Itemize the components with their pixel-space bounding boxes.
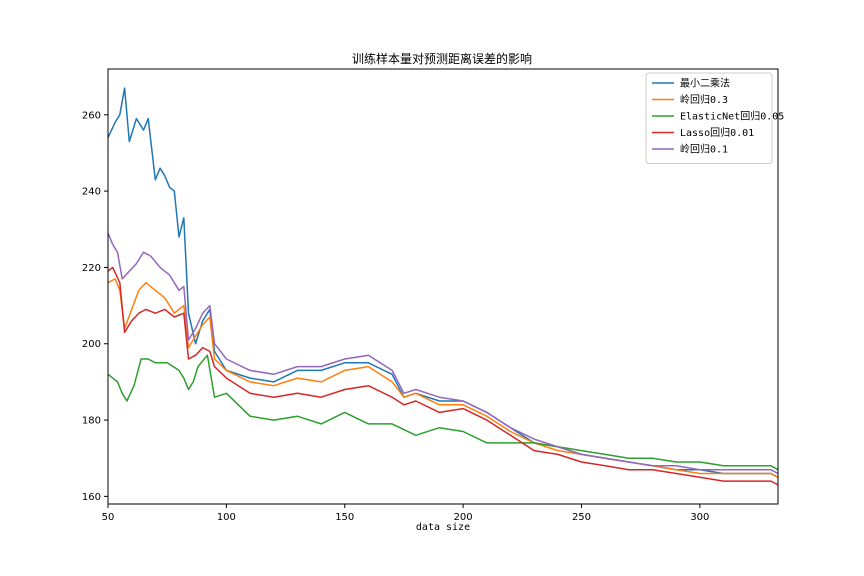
legend-label: ElasticNet回归0.05	[680, 110, 784, 123]
x-tick-label: 100	[217, 512, 236, 523]
legend-label: 最小二乘法	[680, 77, 730, 90]
series-line-4	[107, 266, 779, 486]
x-axis-label: data size	[416, 522, 470, 533]
x-tick-label: 250	[572, 512, 591, 523]
legend-box	[645, 72, 773, 164]
y-tick-label: 240	[82, 187, 101, 198]
y-tick-label: 260	[82, 110, 101, 121]
y-tick-label: 160	[82, 492, 101, 503]
plot-frame	[107, 68, 779, 505]
x-tick-label: 300	[690, 512, 709, 523]
series-line-5	[107, 232, 779, 475]
y-tick-label: 200	[82, 339, 101, 350]
legend-label: 岭回归0.1	[680, 143, 728, 156]
plot-lines	[107, 87, 779, 486]
x-axis: 50 100 150 200 250 300	[102, 504, 709, 523]
y-tick-label: 180	[82, 416, 101, 427]
y-tick-label: 220	[82, 263, 101, 274]
legend-label: 岭回归0.3	[680, 93, 728, 106]
series-line-3	[107, 354, 779, 471]
x-tick-label: 50	[102, 512, 115, 523]
legend-label: Lasso回归0.01	[680, 126, 754, 139]
chart-title: 训练样本量对预测距离误差的影响	[352, 51, 532, 66]
x-tick-label: 200	[454, 512, 473, 523]
x-tick-label: 150	[335, 512, 354, 523]
y-axis: 160 180 200 220 240 260	[82, 110, 108, 503]
